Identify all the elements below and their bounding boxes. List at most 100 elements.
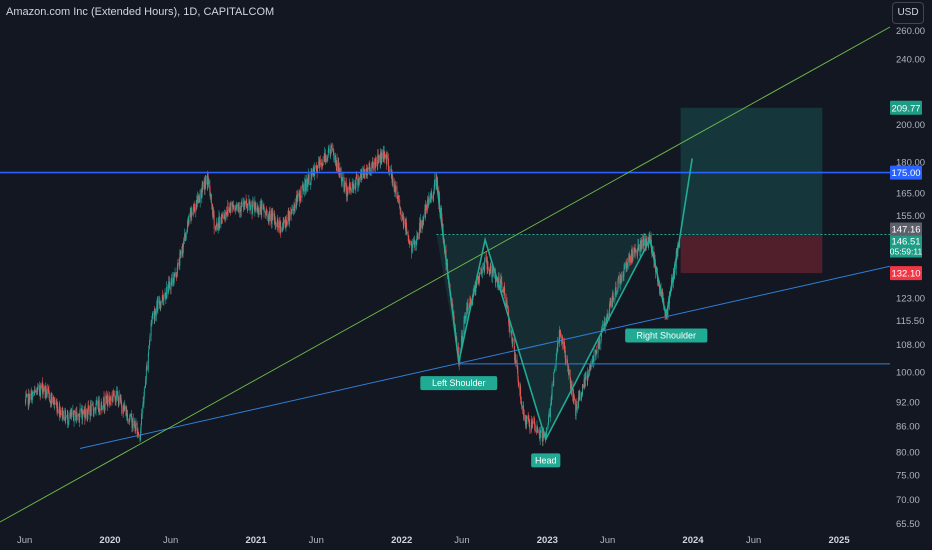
candle-body <box>352 183 354 188</box>
candle-body <box>564 341 565 353</box>
currency-button[interactable]: USD <box>892 2 924 24</box>
candle-body <box>470 298 472 303</box>
candle-body <box>551 395 553 401</box>
candle-body <box>46 394 48 396</box>
candle-body <box>72 410 74 416</box>
candle-body <box>85 408 87 418</box>
candle-body <box>67 423 69 425</box>
candle-body <box>134 423 136 425</box>
candle-body <box>231 202 233 204</box>
candle-body <box>221 215 223 219</box>
candle-body <box>78 416 80 421</box>
candle-body <box>560 331 561 337</box>
candle-body <box>165 293 166 299</box>
candle-body <box>110 399 112 401</box>
candle-body <box>597 343 599 352</box>
candle-body <box>245 200 247 204</box>
candle-body <box>639 246 641 253</box>
candle-body <box>574 399 575 401</box>
candle-body <box>568 369 570 376</box>
candle-body <box>215 225 217 227</box>
candle-body <box>250 205 251 211</box>
candle-body <box>60 410 61 415</box>
candle-body <box>244 200 246 207</box>
candle-body <box>150 322 152 337</box>
candle-body <box>634 249 636 257</box>
candle-body <box>382 149 384 158</box>
candle-body <box>95 402 97 404</box>
candle-body <box>393 182 395 190</box>
candle-body <box>488 269 490 271</box>
candle-body <box>101 402 103 408</box>
candle-body <box>92 406 94 411</box>
candle-body <box>271 213 273 217</box>
candle-body <box>227 206 229 212</box>
candle-body <box>177 262 179 266</box>
pattern-label-right-shoulder: Right Shoulder <box>636 331 696 341</box>
candle-body <box>192 209 194 211</box>
candle-body <box>554 367 556 370</box>
y-tick-label: 200.00 <box>896 120 925 131</box>
neckline-price-tag-bg <box>890 222 922 236</box>
candle-body <box>168 281 170 288</box>
candle-body <box>32 391 34 394</box>
candle-body <box>588 374 589 378</box>
candle-body <box>305 190 307 192</box>
candle-body <box>434 179 436 181</box>
candle-body <box>165 297 167 299</box>
candle-body <box>333 149 334 155</box>
upper-trendline <box>0 26 891 523</box>
candle-body <box>491 269 493 278</box>
candle-body <box>40 385 42 396</box>
candle-body <box>143 388 145 397</box>
candle-body <box>351 182 353 193</box>
candle-body <box>308 174 310 185</box>
candle-body <box>465 316 466 318</box>
candle-body <box>268 211 270 214</box>
candle-body <box>114 396 116 401</box>
candle-body <box>396 186 398 198</box>
candle-body <box>167 287 169 294</box>
candle-body <box>238 206 240 213</box>
candle-body <box>118 395 120 404</box>
candle-body <box>338 162 340 171</box>
candle-body <box>333 155 335 160</box>
candle-body <box>500 278 502 282</box>
candle-body <box>136 423 138 434</box>
candle-body <box>329 151 331 154</box>
candle-body <box>523 414 525 420</box>
candle-body <box>623 267 625 277</box>
candle-body <box>252 202 254 209</box>
candle-body <box>92 404 94 407</box>
candle-body <box>483 266 485 269</box>
candle-body <box>383 157 385 159</box>
stop-zone <box>680 236 823 274</box>
candle-body <box>623 267 625 268</box>
candle-body <box>68 421 69 424</box>
candle-body <box>31 393 33 403</box>
candle-body <box>564 351 566 360</box>
candle-body <box>162 295 164 300</box>
candle-body <box>614 292 616 299</box>
candle-body <box>515 359 517 364</box>
candle-body <box>135 424 136 432</box>
candle-body <box>151 315 153 320</box>
candle-body <box>504 287 506 294</box>
y-tick-label: 70.00 <box>896 495 920 506</box>
y-tick-label: 115.50 <box>896 316 924 327</box>
target-price-tag: 209.77 <box>891 103 920 114</box>
candle-body <box>323 153 325 162</box>
candle-body <box>129 413 131 417</box>
candle-body <box>590 364 592 368</box>
candle-body <box>159 300 160 305</box>
candle-body <box>566 359 568 364</box>
candle-body <box>526 416 528 419</box>
candle-body <box>28 402 30 405</box>
candle-body <box>431 197 433 199</box>
candle-body <box>650 235 652 244</box>
candle-body <box>280 231 282 233</box>
candle-body <box>403 219 405 223</box>
candle-body <box>600 334 602 341</box>
candle-body <box>165 294 167 298</box>
